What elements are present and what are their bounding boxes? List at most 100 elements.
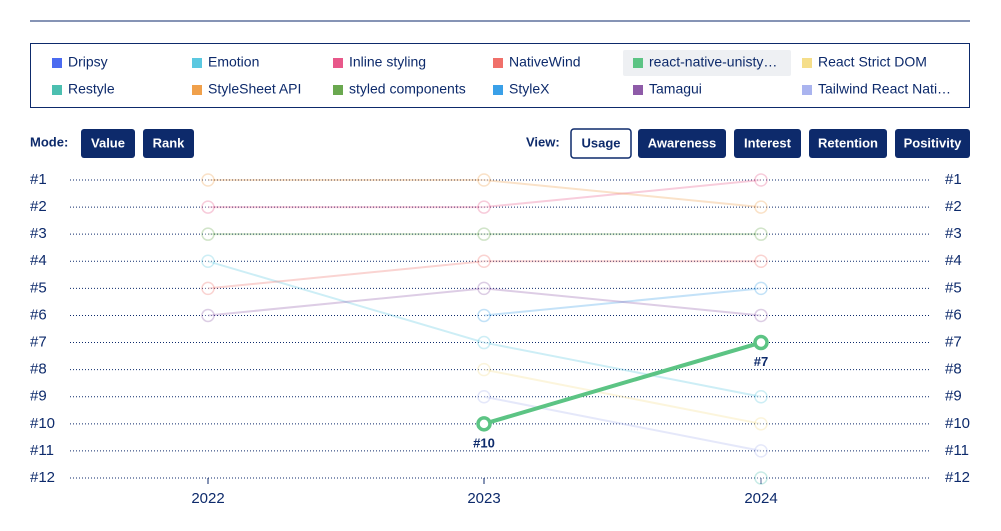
- series-point[interactable]: [477, 362, 491, 377]
- legend-swatch[interactable]: [633, 58, 643, 68]
- series-point[interactable]: [201, 254, 215, 269]
- series-line: [208, 179, 762, 209]
- legend-label[interactable]: Dripsy: [68, 54, 108, 70]
- view-label: View:: [526, 134, 560, 149]
- series-line: [208, 179, 762, 209]
- legend-label[interactable]: react-native-unisty…: [649, 54, 777, 70]
- series-point[interactable]: [476, 416, 492, 432]
- series-point[interactable]: [754, 254, 768, 269]
- legend-swatch[interactable]: [192, 58, 202, 68]
- y-tick-label-right: #3: [945, 225, 962, 242]
- series-point[interactable]: [477, 200, 491, 214]
- x-tick-label: 2022: [191, 490, 224, 507]
- y-tick-label: #10: [30, 415, 55, 432]
- series-line: [483, 340, 762, 426]
- series-point[interactable]: [754, 173, 768, 187]
- x-tick-label: 2024: [744, 490, 777, 507]
- series-point[interactable]: [477, 335, 491, 350]
- button-label[interactable]: Interest: [744, 135, 792, 150]
- legend-swatch[interactable]: [633, 85, 643, 95]
- series-point[interactable]: [754, 471, 768, 485]
- button[interactable]: [81, 129, 135, 158]
- mode-label: Mode:: [30, 134, 68, 149]
- legend-swatch[interactable]: [493, 85, 503, 95]
- y-tick-label: #3: [30, 225, 47, 242]
- series-point[interactable]: [477, 281, 491, 296]
- legend-label[interactable]: Tailwind React Nati…: [818, 81, 951, 97]
- y-tick-label-right: #4: [945, 252, 962, 269]
- series-point[interactable]: [754, 227, 768, 241]
- legend-swatch[interactable]: [333, 85, 343, 95]
- series-point[interactable]: [754, 389, 768, 404]
- series-point[interactable]: [201, 308, 215, 323]
- button[interactable]: [638, 129, 726, 158]
- legend-box: [30, 43, 970, 108]
- button-label[interactable]: Value: [91, 135, 125, 150]
- series-point[interactable]: [477, 173, 491, 187]
- button-label[interactable]: Positivity: [904, 135, 963, 150]
- legend-label[interactable]: StyleX: [509, 81, 550, 97]
- button-label[interactable]: Rank: [153, 135, 186, 150]
- y-tick-label-right: #1: [945, 171, 962, 188]
- legend-swatch[interactable]: [192, 85, 202, 95]
- y-tick-label: #11: [30, 442, 54, 459]
- y-tick-label-right: #6: [945, 306, 962, 323]
- y-tick-label-right: #10: [945, 415, 970, 432]
- legend-swatch[interactable]: [493, 58, 503, 68]
- series-point[interactable]: [753, 334, 769, 351]
- series-line: [483, 395, 762, 452]
- legend-swatch[interactable]: [333, 58, 343, 68]
- legend-swatch[interactable]: [52, 58, 62, 68]
- x-tick-label: 2023: [467, 490, 500, 507]
- legend-label[interactable]: styled components: [349, 81, 466, 97]
- y-tick-label-right: #2: [945, 198, 962, 215]
- button[interactable]: [809, 129, 887, 158]
- y-tick-label: #1: [30, 171, 47, 188]
- series-point[interactable]: [477, 254, 491, 269]
- series-point[interactable]: [754, 200, 768, 214]
- series-line: [207, 287, 762, 317]
- series-point[interactable]: [754, 417, 768, 431]
- series-point[interactable]: [201, 200, 215, 214]
- series-line: [483, 368, 762, 425]
- legend-label[interactable]: Emotion: [208, 54, 259, 70]
- y-tick-label: #12: [30, 469, 55, 486]
- series-point[interactable]: [201, 173, 215, 187]
- series-point[interactable]: [201, 281, 215, 296]
- y-tick-label-right: #7: [945, 334, 962, 351]
- series-point[interactable]: [754, 281, 768, 296]
- series-line: [483, 287, 762, 317]
- data-label: #7: [754, 354, 768, 369]
- button[interactable]: [143, 129, 194, 158]
- series-line: [207, 260, 761, 290]
- button-label[interactable]: Usage: [581, 135, 620, 150]
- y-tick-label-right: #9: [945, 388, 962, 405]
- legend-label[interactable]: React Strict DOM: [818, 54, 927, 70]
- y-tick-label: #5: [30, 279, 47, 296]
- series-point[interactable]: [477, 308, 491, 323]
- y-tick-label: #2: [30, 198, 47, 215]
- legend-label[interactable]: Restyle: [68, 81, 115, 97]
- legend-swatch[interactable]: [802, 58, 812, 68]
- y-tick-label: #6: [30, 306, 47, 323]
- button[interactable]: [734, 129, 801, 158]
- series-point[interactable]: [477, 389, 491, 404]
- legend-swatch[interactable]: [52, 85, 62, 95]
- button[interactable]: [895, 129, 970, 158]
- y-tick-label-right: #5: [945, 279, 962, 296]
- series-point[interactable]: [754, 444, 768, 458]
- legend-swatch[interactable]: [802, 85, 812, 95]
- y-tick-label: #4: [30, 252, 47, 269]
- button-label[interactable]: Awareness: [648, 135, 716, 150]
- button[interactable]: [570, 128, 632, 159]
- series-point[interactable]: [201, 227, 215, 241]
- y-tick-label-right: #8: [945, 361, 962, 378]
- legend-label[interactable]: Tamagui: [649, 81, 702, 97]
- series-point[interactable]: [754, 308, 768, 323]
- legend-label[interactable]: Inline styling: [349, 54, 426, 70]
- legend-label[interactable]: StyleSheet API: [208, 81, 301, 97]
- button-label[interactable]: Retention: [818, 135, 878, 150]
- series-point[interactable]: [477, 227, 491, 241]
- legend-label[interactable]: NativeWind: [509, 54, 581, 70]
